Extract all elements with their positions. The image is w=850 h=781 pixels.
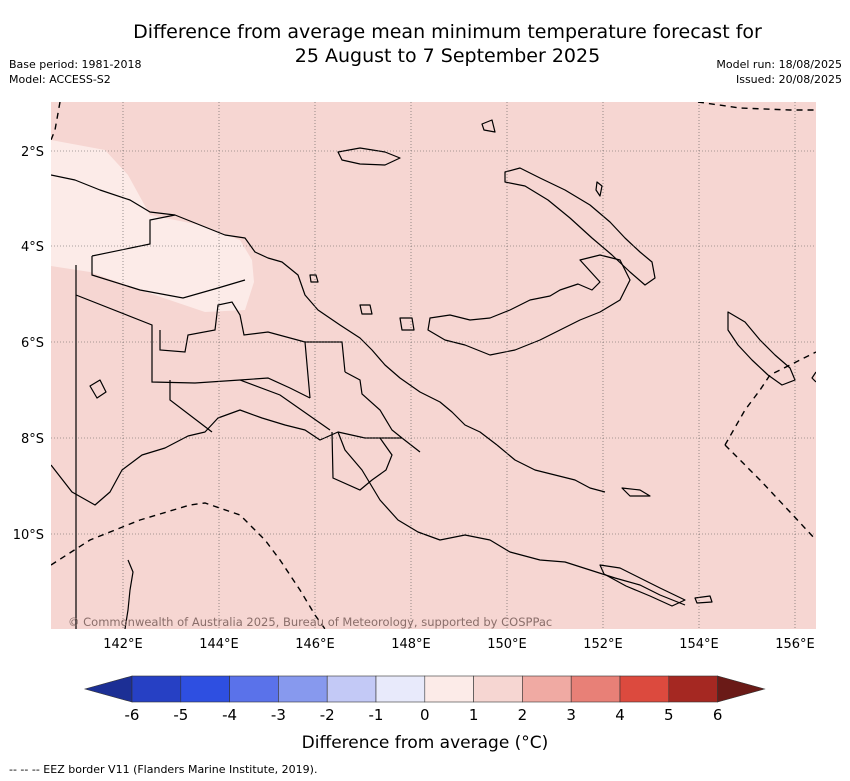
graticule bbox=[51, 102, 816, 629]
lat-tick-label: 2°S bbox=[21, 145, 44, 160]
bougainville bbox=[727, 311, 796, 386]
colorbar-tick-label: 4 bbox=[615, 706, 625, 724]
title-line-2: 25 August to 7 September 2025 bbox=[294, 45, 601, 67]
choiseul-island bbox=[811, 371, 816, 383]
manus-island bbox=[337, 147, 401, 166]
eez-border-coral-sea bbox=[51, 502, 326, 629]
base-period-text: Base period: 1981-2018 bbox=[9, 58, 142, 71]
eez-border-south-east bbox=[724, 444, 816, 541]
colorbar-segment bbox=[326, 675, 377, 703]
colorbar-tick-label: -3 bbox=[270, 706, 286, 724]
anomaly-patch bbox=[51, 140, 254, 312]
colorbar-tick-label: -1 bbox=[368, 706, 384, 724]
torres-strait-islands bbox=[124, 559, 134, 629]
colorbar-segment bbox=[278, 675, 328, 703]
eez-legend-text: -- -- -- EEZ border V11 (Flanders Marine… bbox=[9, 763, 318, 776]
lon-tick-label: 150°E bbox=[487, 637, 527, 652]
lon-tick-label: 146°E bbox=[295, 637, 335, 652]
lon-tick-label: 152°E bbox=[583, 637, 623, 652]
new-guinea-south-coast bbox=[51, 409, 686, 606]
colorbar-tick-label: 3 bbox=[566, 706, 576, 724]
copyright-text: © Commonwealth of Australia 2025, Bureau… bbox=[68, 615, 552, 629]
long-island bbox=[359, 304, 373, 315]
karkar-island bbox=[309, 274, 319, 283]
colorbar-segment bbox=[180, 675, 230, 703]
colorbar-tick-label: -5 bbox=[173, 706, 189, 724]
model-text: Model: ACCESS-S2 bbox=[9, 73, 111, 86]
lat-tick-label: 6°S bbox=[21, 336, 44, 351]
colorbar-segment bbox=[619, 675, 670, 703]
province-boundary-highlands bbox=[159, 301, 311, 399]
colorbar-segment bbox=[473, 675, 523, 703]
colorbar-title: Difference from average (°C) bbox=[301, 733, 549, 753]
province-boundary-sandaun bbox=[91, 214, 246, 299]
eez-border-west bbox=[51, 102, 61, 141]
chart-title: Difference from average mean minimum tem… bbox=[80, 20, 815, 68]
province-boundary-central bbox=[331, 431, 402, 491]
colorbar-segment bbox=[522, 675, 572, 703]
lat-tick-label: 4°S bbox=[21, 240, 44, 255]
map-background bbox=[51, 102, 816, 629]
rossel-island bbox=[694, 595, 713, 604]
model-run-text: Model run: 18/08/2025 bbox=[716, 58, 842, 71]
colorbar-tick-label: -2 bbox=[319, 706, 335, 724]
colorbar-segment bbox=[229, 675, 279, 703]
colorbar-tick-label: -4 bbox=[222, 706, 238, 724]
south-east-peninsula bbox=[496, 444, 606, 493]
lat-tick-labels: 2°S 4°S 6°S 8°S 10°S bbox=[13, 145, 44, 543]
issued-text: Issued: 20/08/2025 bbox=[735, 73, 842, 86]
colorbar-extend-max bbox=[717, 675, 766, 703]
admin-boundaries bbox=[75, 214, 421, 629]
province-boundary-western bbox=[75, 294, 311, 399]
colorbar-segment bbox=[424, 675, 474, 703]
eez-border-solomon bbox=[724, 351, 816, 446]
lat-tick-label: 10°S bbox=[13, 528, 44, 543]
lat-tick-label: 8°S bbox=[21, 432, 44, 447]
eez-border-north-east bbox=[697, 102, 816, 111]
colorbar-segment bbox=[570, 675, 621, 703]
lon-tick-label: 144°E bbox=[199, 637, 239, 652]
new-ireland bbox=[504, 167, 656, 286]
title-line-1: Difference from average mean minimum tem… bbox=[133, 21, 762, 43]
trobriand-islands bbox=[621, 487, 651, 497]
colorbar-tick-label: -6 bbox=[124, 706, 140, 724]
meta-left: Base period: 1981-2018 Model: ACCESS-S2 bbox=[9, 57, 141, 87]
lon-tick-labels: 142°E 144°E 146°E 148°E 150°E 152°E 154°… bbox=[103, 637, 815, 652]
umboi-island bbox=[399, 317, 415, 331]
lon-tick-label: 154°E bbox=[679, 637, 719, 652]
lon-tick-label: 148°E bbox=[391, 637, 431, 652]
lon-tick-label: 156°E bbox=[775, 637, 815, 652]
colorbar-segment bbox=[131, 675, 182, 703]
louisiade-islands bbox=[599, 564, 686, 607]
colorbar-segment bbox=[668, 675, 718, 703]
new-britain bbox=[427, 254, 631, 356]
lon-tick-label: 142°E bbox=[103, 637, 143, 652]
colorbar-tick-label: 5 bbox=[664, 706, 674, 724]
meta-right: Model run: 18/08/2025 Issued: 20/08/2025 bbox=[716, 57, 842, 87]
colorbar-segment bbox=[375, 675, 426, 703]
new-hanover bbox=[481, 119, 496, 133]
coastline bbox=[51, 119, 816, 629]
colorbar-extend-min bbox=[83, 675, 133, 703]
colorbar bbox=[83, 675, 766, 703]
eez-borders bbox=[51, 102, 816, 629]
colorbar-tick-label: 2 bbox=[517, 706, 528, 724]
colorbar-tick-label: 1 bbox=[468, 706, 479, 724]
frederik-hendrik-island bbox=[89, 379, 107, 399]
new-guinea-north-coast bbox=[51, 174, 498, 446]
colorbar-tick-label: 6 bbox=[712, 706, 723, 724]
colorbar-tick-label: 0 bbox=[420, 706, 430, 724]
lihir-islands bbox=[595, 181, 603, 197]
